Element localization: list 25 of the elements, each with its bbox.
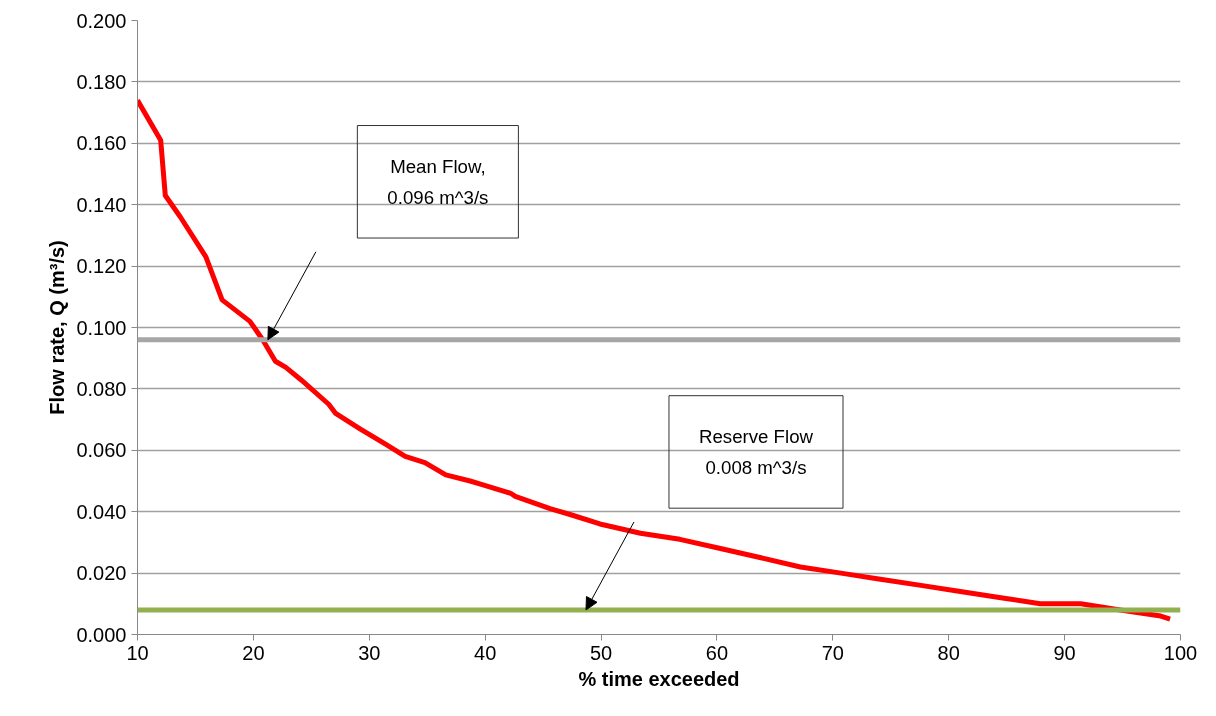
y-tick-label: 0.160 — [76, 132, 127, 155]
x-tick-label: 70 — [821, 641, 844, 664]
y-tick-label: 0.000 — [76, 623, 127, 646]
x-tick-label: 30 — [358, 641, 381, 664]
x-tick-label: 50 — [589, 641, 613, 664]
y-tick-label: 0.060 — [76, 439, 127, 462]
y-tick-label: 0.100 — [76, 316, 127, 339]
x-axis-title: % time exceeded — [578, 667, 740, 690]
y-axis-title: Flow rate, Q (m³/s) — [46, 240, 69, 415]
x-tick-label: 80 — [937, 641, 960, 664]
y-tick-label: 0.020 — [76, 562, 127, 585]
y-tick-label: 0.140 — [76, 193, 127, 216]
x-tick-label: 100 — [1163, 641, 1198, 664]
x-tick-label: 20 — [242, 641, 265, 664]
y-tick-label: 0.120 — [76, 255, 127, 278]
x-tick-label: 60 — [705, 641, 729, 664]
x-tick-label: 40 — [474, 641, 497, 664]
annotation: Reserve Flow 0.008 m^3/s — [698, 425, 814, 479]
annotation: Mean Flow, 0.096 m^3/s — [387, 155, 489, 209]
y-tick-label: 0.040 — [76, 500, 127, 523]
x-tick-label: 90 — [1053, 641, 1076, 664]
x-tick-label: 10 — [126, 641, 149, 664]
y-tick-label: 0.180 — [76, 70, 127, 93]
y-tick-label: 0.080 — [76, 377, 127, 400]
y-tick-label: 0.200 — [76, 9, 127, 32]
